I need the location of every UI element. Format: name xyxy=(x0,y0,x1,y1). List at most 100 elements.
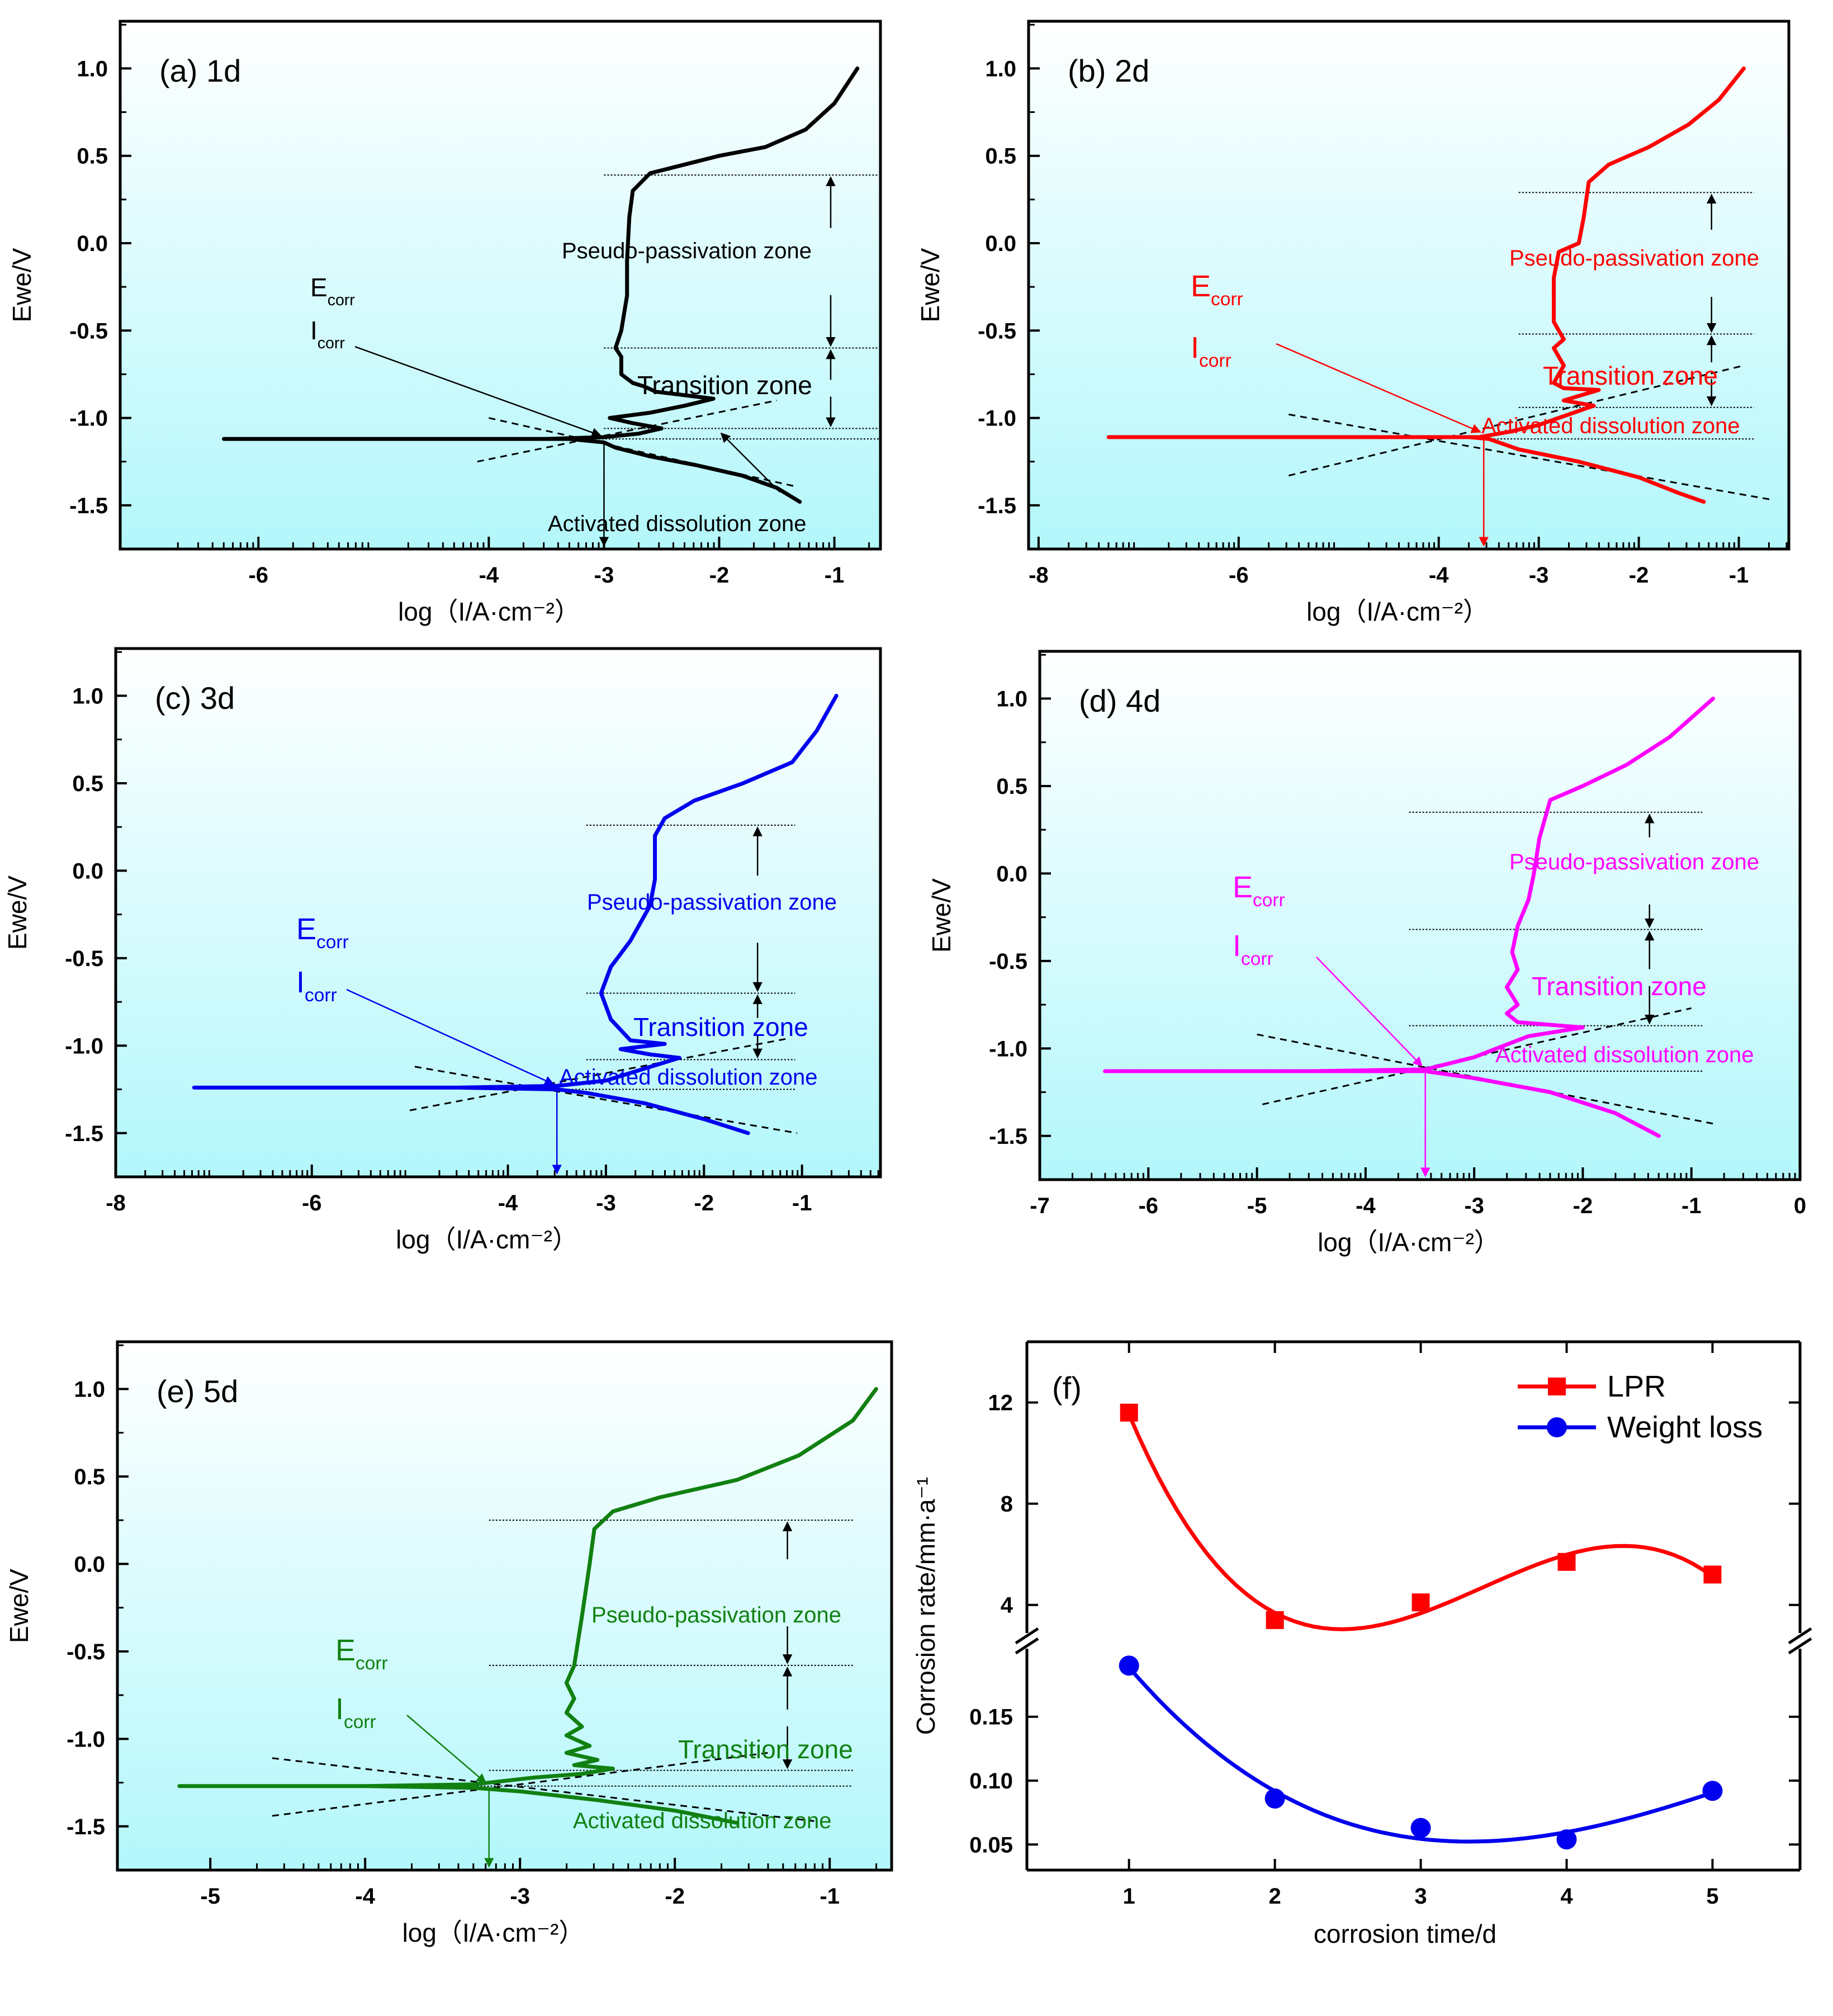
y-tick-label: 0.0 xyxy=(77,231,108,256)
x-axis-label: log（I/A·cm⁻²） xyxy=(396,1225,578,1254)
panel-e: -5 -4 -3 -2 -1 -1.5 -1.0 -0.5 0.0 0.5 1.0 log（I/A·c… xyxy=(4,1340,893,1947)
y-tick-label: 0.0 xyxy=(74,1552,105,1577)
y-tick-label: 0.5 xyxy=(985,144,1016,169)
x-tick-label: -6 xyxy=(1229,563,1249,588)
plot-frame xyxy=(116,1340,893,1872)
panel-title: (a) 1d xyxy=(159,53,241,88)
polarization-curve xyxy=(192,694,839,1135)
icorr-subscript: corr xyxy=(344,1712,376,1733)
x-tick-label: -2 xyxy=(694,1191,714,1215)
lpr-marker xyxy=(1557,1553,1576,1571)
y-axis-label: Corrosion rate/mm·a⁻¹ xyxy=(911,1477,940,1735)
icorr-label: Icorr xyxy=(310,316,345,352)
x-tick-label: -4 xyxy=(1356,1194,1376,1218)
legend-lpr-label: LPR xyxy=(1607,1370,1666,1403)
y-tick-label: 0.0 xyxy=(985,231,1016,256)
plot-frame xyxy=(1027,20,1791,551)
y-tick-label: -1.5 xyxy=(67,1815,105,1839)
cathodic-tafel-line xyxy=(272,1752,768,1817)
icorr-label: Icorr xyxy=(296,966,337,1006)
y-tick-label-upper: 4 xyxy=(1001,1593,1013,1618)
activated-dissolution-zone-label: Activated dissolution zone xyxy=(559,1065,818,1090)
axis-break-mark xyxy=(1788,1627,1812,1645)
polarization-curve xyxy=(1103,697,1716,1138)
y-tick-label: 1.0 xyxy=(985,56,1016,81)
polarization-curve xyxy=(1106,66,1746,504)
ecorr-main: E xyxy=(1191,269,1211,303)
panel-c: -8 -6 -4 -3 -2 -1 -1.5 -1.0 -0.5 0.0 0.5 1.0 log（I/A… xyxy=(3,647,882,1254)
y-tick-label: 1.0 xyxy=(996,687,1027,711)
x-axis-label: log（I/A·cm⁻²） xyxy=(1306,597,1489,626)
plot-frame xyxy=(1038,650,1802,1181)
y-tick-label: -1.0 xyxy=(67,1727,105,1752)
ecorr-subscript: corr xyxy=(316,932,349,953)
x-tick-label: 0 xyxy=(1794,1194,1806,1218)
y-tick-label: -1.5 xyxy=(989,1124,1027,1149)
lpr-marker xyxy=(1120,1403,1138,1422)
lpr-fit-curve xyxy=(1127,1413,1714,1631)
weight-loss-fit-curve xyxy=(1128,1666,1713,1844)
y-tick-label-upper: 8 xyxy=(1001,1492,1013,1517)
x-tick-label: -3 xyxy=(510,1884,530,1909)
cathodic-tafel-line xyxy=(477,399,777,463)
y-tick-label: 0.5 xyxy=(74,1465,105,1489)
ecorr-label: Ecorr xyxy=(1191,269,1243,310)
y-tick-label: 0.5 xyxy=(77,144,108,169)
x-tick-label: -5 xyxy=(200,1884,220,1909)
y-axis-label: Ewe/V xyxy=(7,248,36,322)
y-tick-label: -1.5 xyxy=(69,494,108,518)
x-tick-label: -7 xyxy=(1030,1194,1050,1218)
icorr-main: I xyxy=(335,1692,344,1726)
plot-background xyxy=(1029,21,1789,549)
ecorr-subscript: corr xyxy=(328,291,356,309)
icorr-main: I xyxy=(296,966,305,999)
panel-a: -6 -4 -3 -2 -1 -1.5 -1.0 -0.5 0.0 0.5 1.0 log（I/A·c… xyxy=(7,20,882,626)
anodic-tafel-line xyxy=(272,1757,814,1822)
x-tick-label: -5 xyxy=(1247,1194,1267,1218)
x-tick-label: -2 xyxy=(1573,1194,1593,1218)
icorr-subscript: corr xyxy=(1199,351,1232,371)
x-tick-label: -4 xyxy=(498,1191,518,1215)
icorr-label: Icorr xyxy=(1191,331,1232,371)
pseudo-passivation-zone-label: Pseudo-passivation zone xyxy=(587,890,837,915)
y-tick-label: -1.5 xyxy=(978,494,1016,518)
y-tick-label: -1.0 xyxy=(65,1034,103,1058)
x-axis-label: corrosion time/d xyxy=(1314,1919,1496,1948)
legend-lpr-marker xyxy=(1548,1378,1566,1395)
x-tick-label: -4 xyxy=(479,563,499,588)
polarization-curve xyxy=(177,1387,878,1825)
activated-dissolution-zone-label: Activated dissolution zone xyxy=(548,512,807,536)
ecorr-main: E xyxy=(296,912,316,946)
cathodic-tafel-line xyxy=(1262,1007,1692,1105)
ecorr-subscript: corr xyxy=(1253,890,1285,911)
axis-break-mark xyxy=(1788,1637,1812,1655)
ecorr-label: Ecorr xyxy=(1233,870,1285,911)
ecorr-label: Ecorr xyxy=(335,1634,388,1674)
cathodic-tafel-line xyxy=(409,1038,788,1111)
x-tick-label: -1 xyxy=(1682,1194,1702,1218)
icorr-subscript: corr xyxy=(305,985,337,1006)
icorr-main: I xyxy=(310,316,318,345)
x-tick-label: -4 xyxy=(1429,563,1449,588)
y-tick-label-lower: 0.10 xyxy=(969,1769,1013,1793)
y-tick-label: 1.0 xyxy=(74,1377,105,1402)
y-tick-label: -0.5 xyxy=(65,947,103,971)
icorr-main: I xyxy=(1233,929,1241,963)
y-tick-label: -1.0 xyxy=(978,406,1016,431)
legend-weight-loss-marker xyxy=(1547,1417,1567,1437)
x-tick-label: -8 xyxy=(106,1191,126,1215)
plot-background xyxy=(1040,651,1800,1180)
legend-weight-loss-label: Weight loss xyxy=(1607,1411,1763,1444)
panel-title: (d) 4d xyxy=(1079,683,1161,718)
weight-loss-marker xyxy=(1556,1829,1577,1850)
ecorr-pointer-arrow xyxy=(406,1715,487,1783)
transition-zone-label: Transition zone xyxy=(678,1735,853,1764)
axis-break-mark xyxy=(1015,1637,1039,1655)
y-axis-label: Ewe/V xyxy=(4,1569,34,1643)
x-tick-label: -3 xyxy=(1464,1194,1484,1218)
y-tick-label: -0.5 xyxy=(989,949,1027,974)
y-tick-label-lower: 0.05 xyxy=(969,1833,1013,1857)
x-tick-label: -1 xyxy=(825,563,845,588)
pseudo-passivation-zone-label: Pseudo-passivation zone xyxy=(1509,850,1759,874)
y-tick-label-upper: 12 xyxy=(988,1391,1013,1416)
